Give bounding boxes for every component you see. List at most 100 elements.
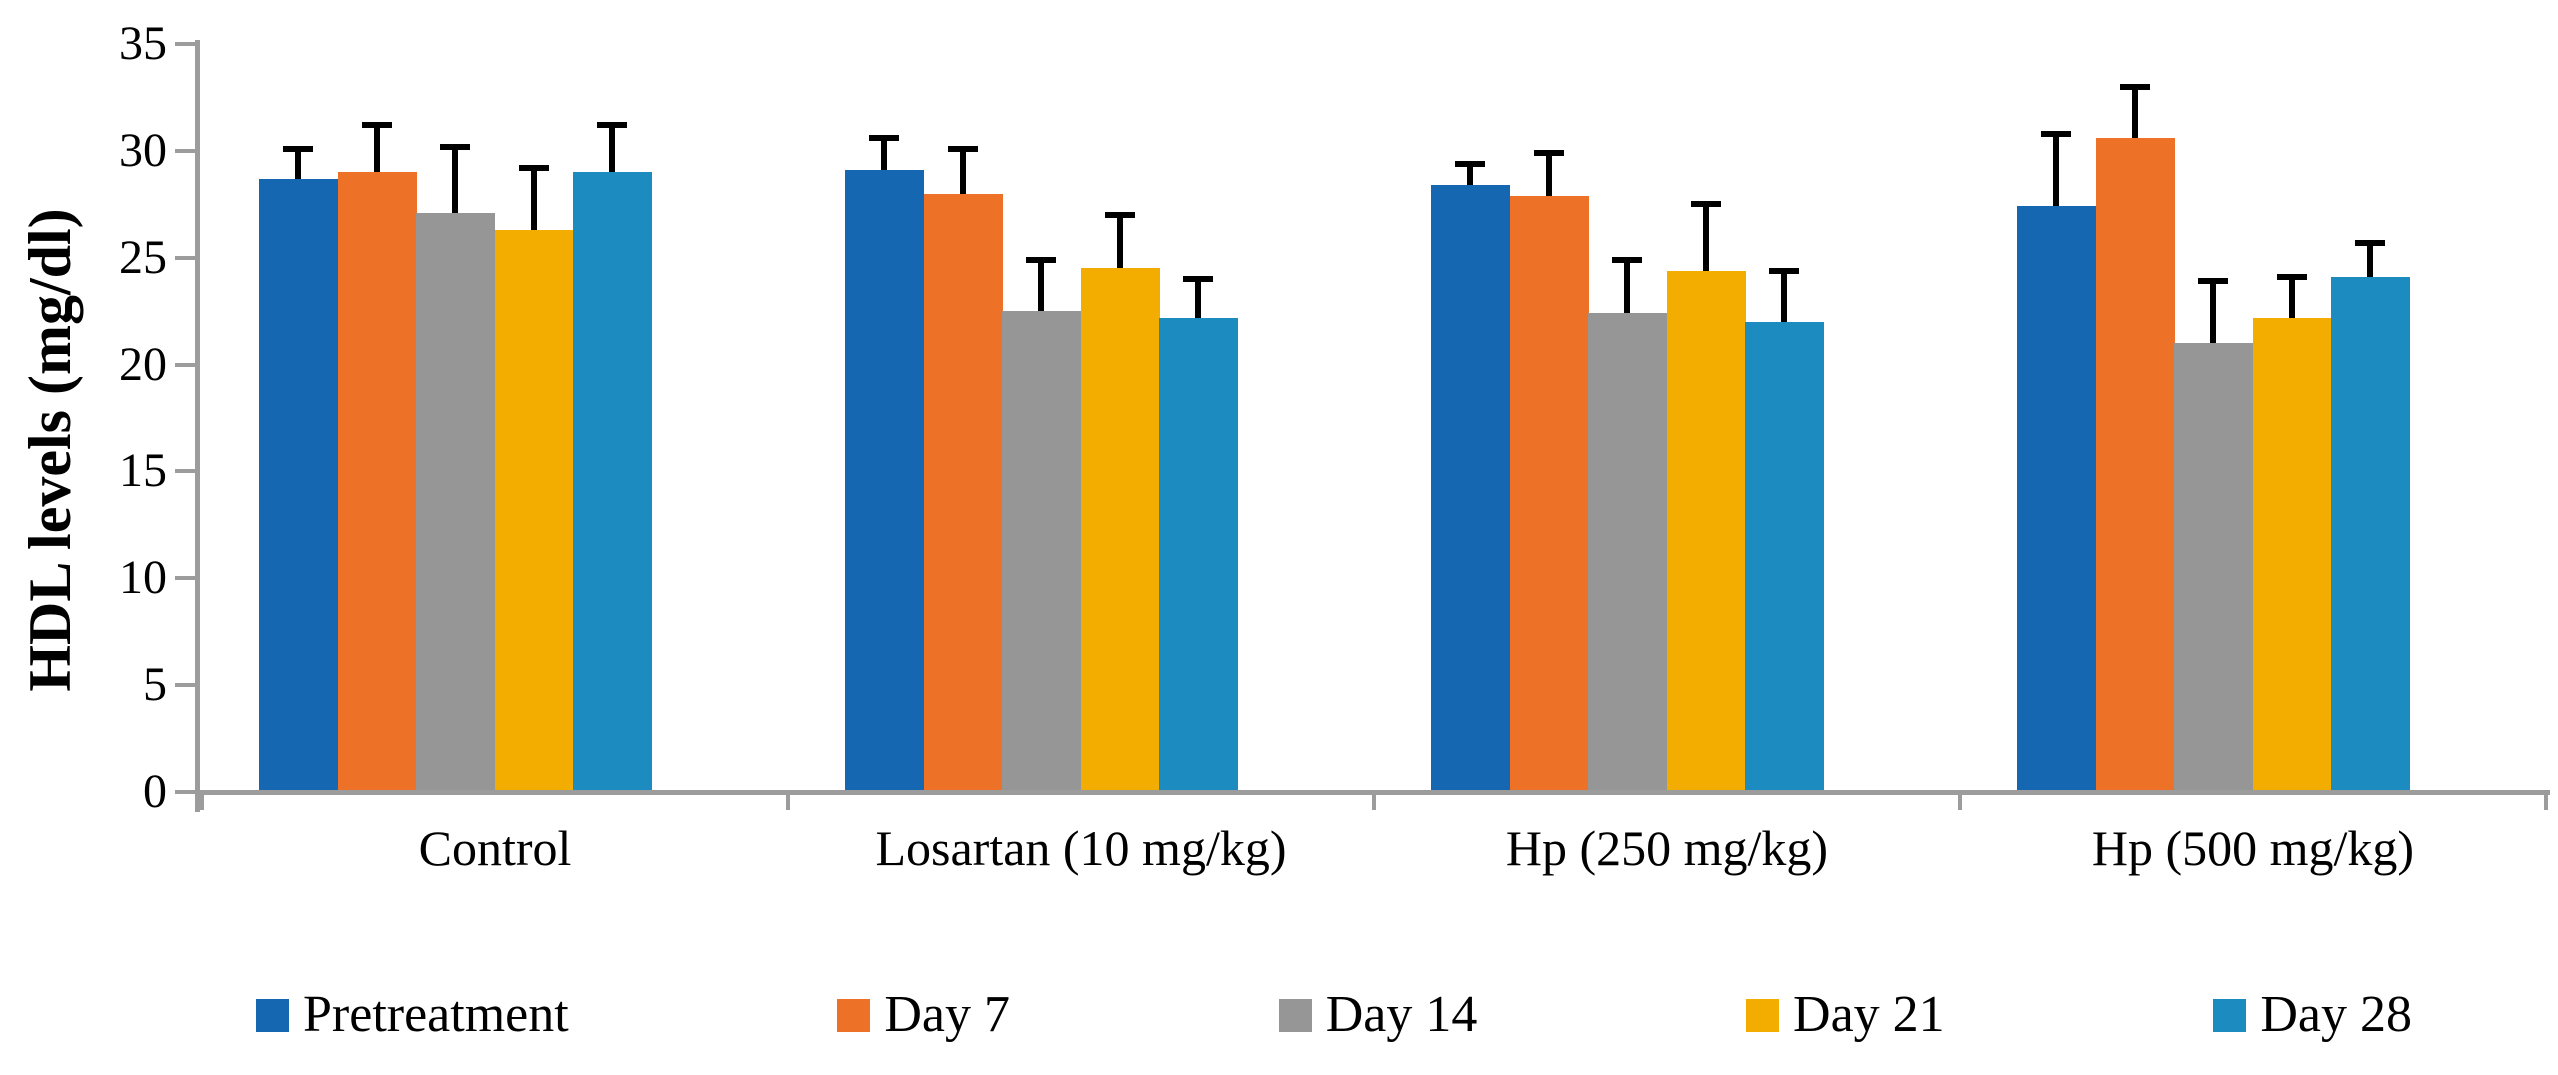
- bar-day-21-control: [494, 229, 574, 793]
- plot-area: 0 5 10 15 20 25 30 35 Control Losartan (10 mg/kg)…: [119, 17, 2550, 876]
- error-bar-stem: [2367, 242, 2374, 277]
- legend-label: Day 28: [2260, 986, 2412, 1043]
- y-tick-label: 30: [119, 123, 167, 177]
- error-bar-cap: [1533, 149, 1564, 156]
- y-tick-label: 5: [143, 658, 167, 712]
- legend-swatch-day-14: [1278, 998, 1312, 1032]
- error-bar-cap: [2119, 83, 2150, 90]
- legend-swatch-pretreatment: [256, 998, 289, 1032]
- y-axis-tick: [175, 790, 195, 794]
- error-bar-stem: [2053, 133, 2060, 207]
- y-axis-tick: [175, 255, 195, 260]
- error-bar-cap: [1183, 276, 1214, 283]
- x-category-label-hp-500-mg-kg: Hp (500 mg/kg): [2091, 820, 2415, 876]
- error-bar-cap: [1455, 160, 1486, 167]
- bar-pretreatment-hp-500-mg-kg: [2017, 206, 2096, 793]
- legend-label: Pretreatment: [303, 986, 569, 1043]
- x-category-label-control: Control: [418, 820, 572, 876]
- bar-day-7-control: [337, 172, 417, 793]
- error-bar-stem: [959, 148, 966, 194]
- bar-day-7-losartan-10-mg-kg: [923, 193, 1003, 793]
- error-bar-stem: [2288, 276, 2295, 318]
- x-category-label-hp-250-mg-kg: Hp (250 mg/kg): [1505, 820, 1829, 876]
- legend-swatch-day-21: [1746, 998, 1780, 1032]
- error-bar-stem: [881, 138, 888, 171]
- bar-day-28-hp-500-mg-kg: [2331, 276, 2410, 793]
- y-axis-tick: [175, 469, 195, 474]
- legend-item-day-7: Day 7: [837, 982, 1010, 1048]
- x-axis-tick: [2544, 794, 2548, 810]
- legend-swatch-day-7: [837, 998, 871, 1032]
- error-bar-cap: [947, 145, 978, 152]
- error-bar-stem: [1545, 152, 1552, 196]
- x-axis-tick: [1372, 794, 1376, 810]
- y-tick-label: 35: [119, 17, 167, 70]
- error-bar-stem: [1116, 214, 1123, 269]
- y-tick-label: 10: [119, 551, 167, 605]
- legend: Pretreatment Day 7 Day 14 Day 21 Day 28: [256, 982, 2412, 1048]
- error-bar-stem: [1467, 163, 1474, 186]
- bar-day-28-control: [573, 172, 652, 793]
- error-bar-stem: [1624, 259, 1631, 314]
- error-bar-stem: [1781, 270, 1788, 322]
- y-tick-label: 15: [119, 444, 167, 498]
- error-bar-cap: [2198, 278, 2229, 285]
- error-bar-cap: [1104, 211, 1135, 218]
- x-axis-tick: [200, 794, 204, 810]
- bar-pretreatment-control: [259, 178, 338, 793]
- legend-item-day-28: Day 28: [2213, 982, 2412, 1048]
- legend-label: Day 21: [1793, 986, 1945, 1043]
- error-bar-stem: [609, 125, 616, 173]
- x-category-label-losartan-10-mg-kg: Losartan (10 mg/kg): [875, 820, 1287, 876]
- y-axis-tick: [175, 362, 195, 367]
- error-bar-stem: [2131, 86, 2138, 139]
- error-bar-cap: [597, 122, 628, 129]
- bar-day-21-losartan-10-mg-kg: [1080, 268, 1160, 793]
- y-tick-label: 20: [119, 337, 167, 391]
- error-bar-cap: [1690, 201, 1721, 208]
- error-bar-cap: [869, 135, 900, 142]
- y-axis-tick: [175, 576, 195, 581]
- bar-day-14-hp-500-mg-kg: [2174, 343, 2253, 793]
- bar-day-14-losartan-10-mg-kg: [1002, 311, 1081, 793]
- error-bar-stem: [452, 146, 459, 213]
- legend-item-pretreatment: Pretreatment: [256, 982, 569, 1048]
- bar-day-21-hp-500-mg-kg: [2252, 317, 2332, 793]
- y-tick-label: 25: [119, 230, 167, 284]
- bar-day-14-hp-250-mg-kg: [1588, 313, 1667, 793]
- x-axis-line: [195, 790, 2550, 795]
- y-axis-line: [195, 40, 200, 812]
- bar-day-7-hp-250-mg-kg: [1509, 195, 1589, 793]
- bar-pretreatment-hp-250-mg-kg: [1431, 185, 1510, 793]
- legend-swatch-day-28: [2213, 998, 2247, 1032]
- y-axis-tick: [175, 683, 195, 688]
- error-bar-stem: [1038, 259, 1045, 312]
- error-bar-cap: [361, 122, 392, 129]
- bar-day-28-losartan-10-mg-kg: [1159, 317, 1238, 793]
- error-bar-cap: [1612, 256, 1643, 263]
- bar-day-28-hp-250-mg-kg: [1745, 321, 1824, 793]
- error-bar-cap: [2276, 273, 2307, 280]
- error-bar-cap: [1026, 256, 1057, 263]
- x-axis-tick: [1958, 794, 1962, 810]
- bar-day-7-hp-500-mg-kg: [2095, 138, 2175, 793]
- bar-day-21-hp-250-mg-kg: [1666, 270, 1746, 793]
- bar-day-14-control: [416, 212, 495, 793]
- error-bar-cap: [2041, 130, 2072, 137]
- error-bar-cap: [283, 145, 314, 152]
- error-bar-stem: [2210, 281, 2217, 344]
- error-bar-stem: [373, 125, 380, 173]
- y-axis-tick: [175, 148, 195, 153]
- error-bar-stem: [295, 148, 302, 179]
- bar-pretreatment-losartan-10-mg-kg: [845, 170, 924, 793]
- legend-item-day-14: Day 14: [1278, 982, 1478, 1048]
- y-tick-label: 0: [143, 765, 167, 818]
- error-bar-cap: [2355, 239, 2386, 246]
- error-bar-cap: [1769, 267, 1800, 274]
- error-bar-stem: [530, 167, 537, 230]
- legend-label: Day 14: [1325, 986, 1478, 1043]
- legend-label: Day 7: [884, 986, 1010, 1043]
- legend-item-day-21: Day 21: [1746, 982, 1945, 1048]
- x-axis-tick: [786, 794, 790, 810]
